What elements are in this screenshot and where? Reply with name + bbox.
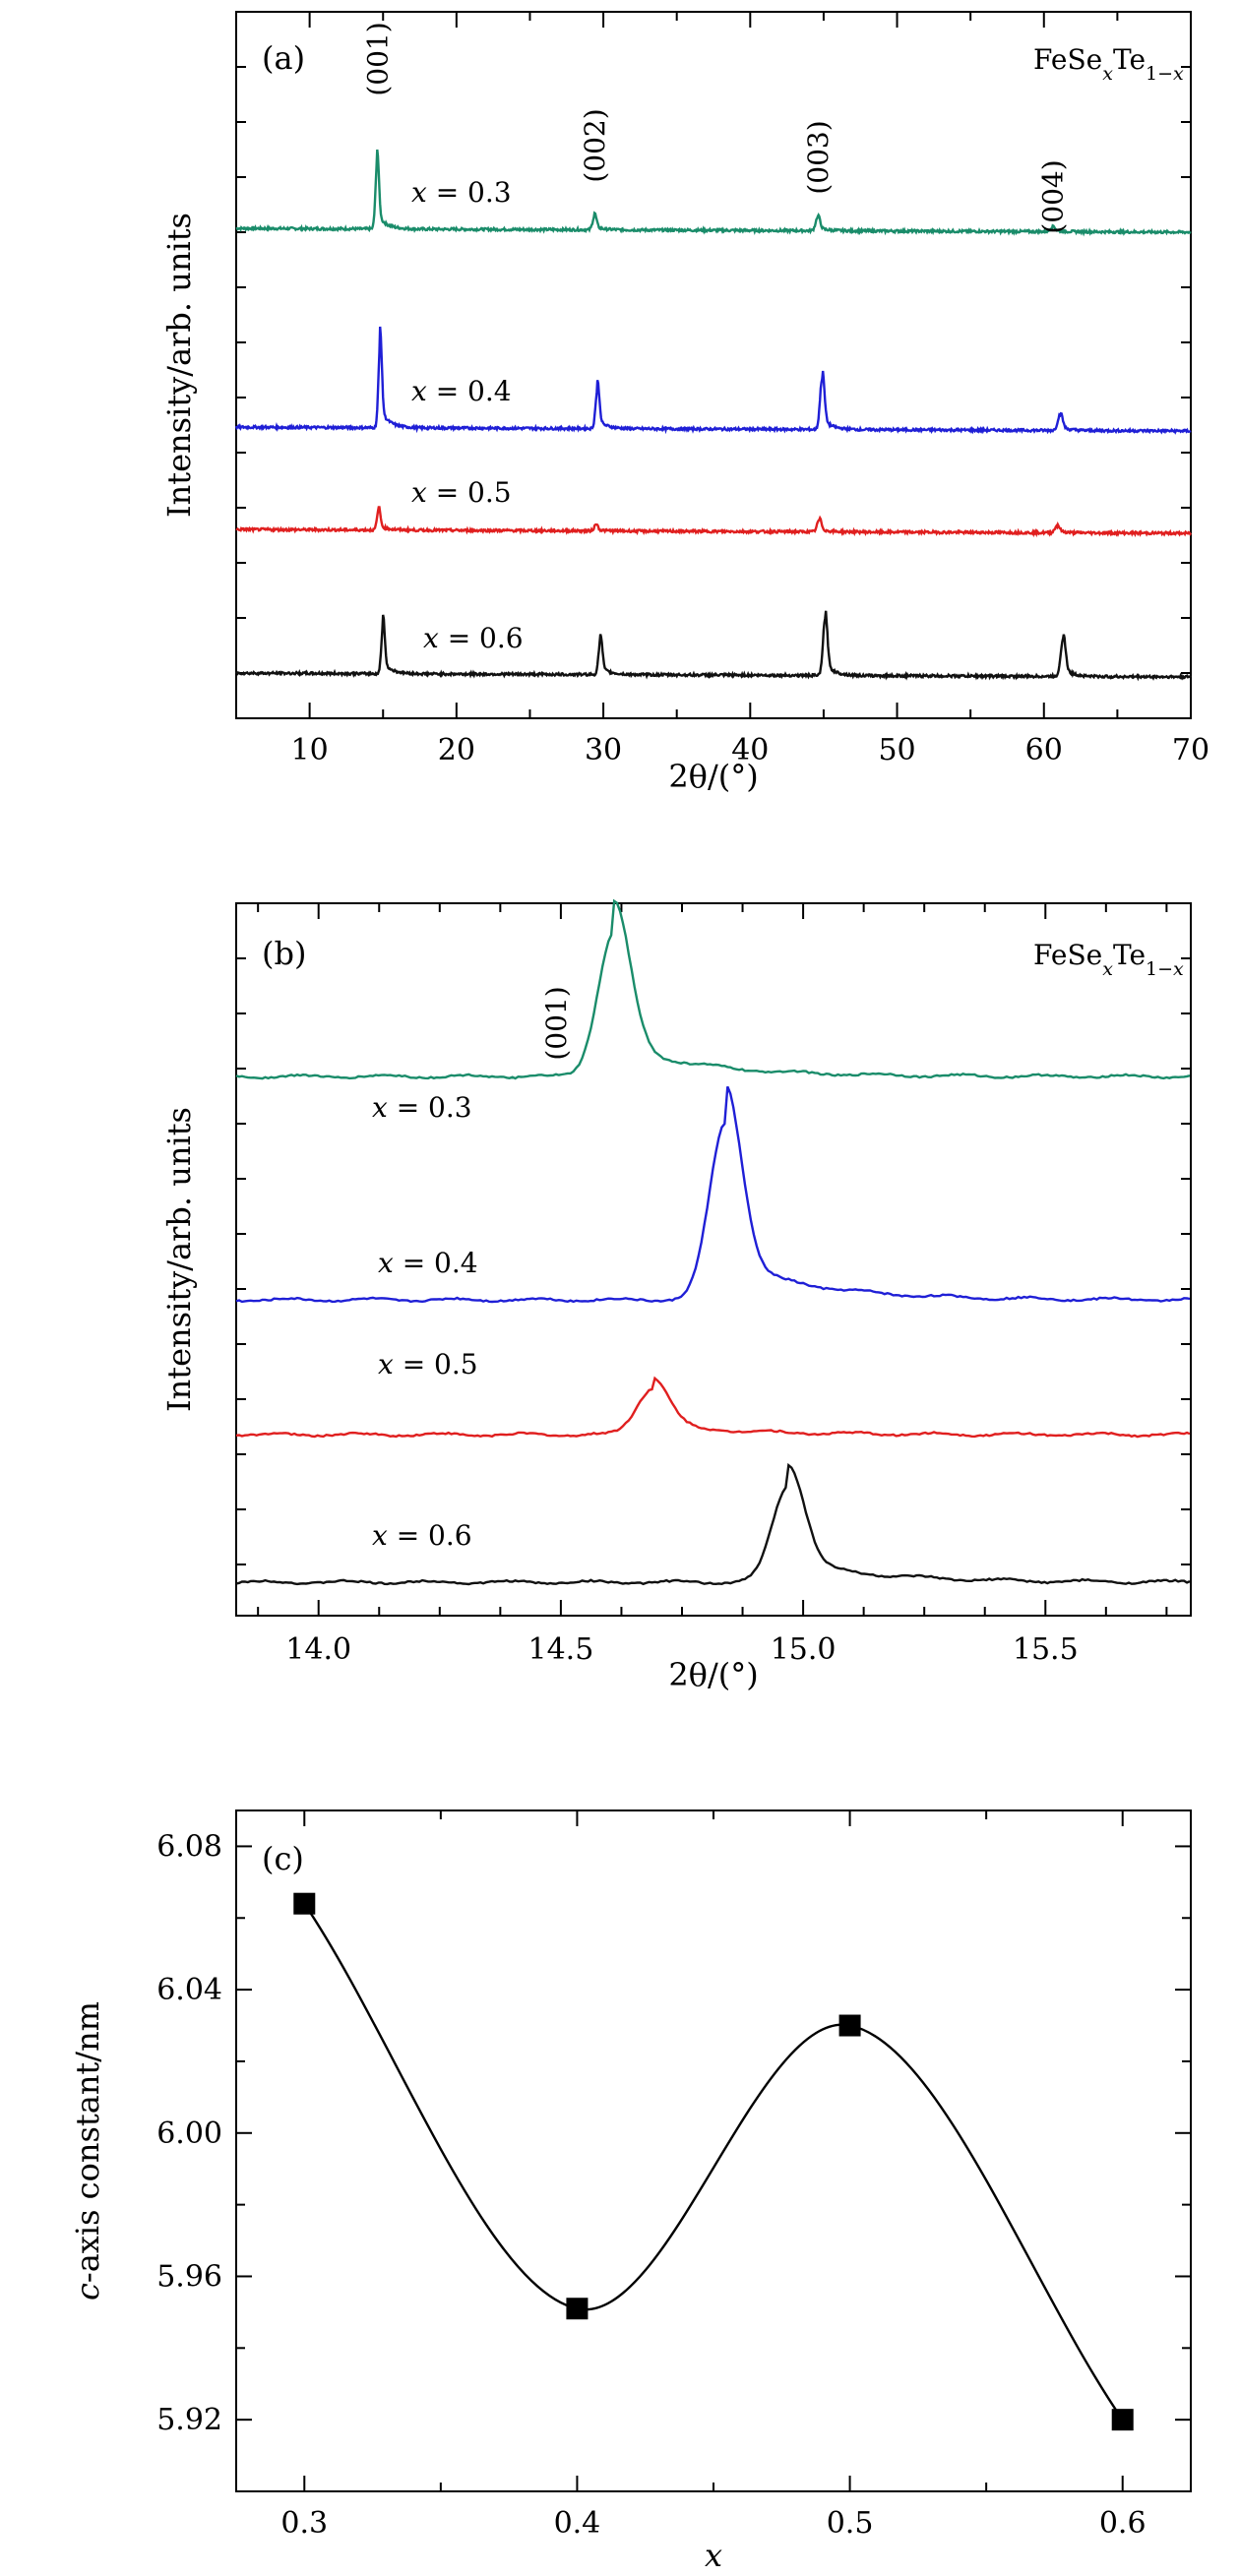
panel-b-series (235, 898, 1191, 1586)
panel-b: 14.0 14.5 15.0 15.5 (001) x = 0.3x = 0.4x =… (160, 898, 1192, 1693)
peak-label: (003) (802, 120, 835, 194)
data-point (293, 1892, 316, 1915)
x-tick-label: 0.4 (554, 2506, 601, 2541)
series-line-x03 (235, 898, 1191, 1080)
x-tick-label: 0.6 (1099, 2506, 1147, 2541)
y-tick-label: 6.04 (156, 1973, 222, 2007)
series-line-x04 (234, 326, 1192, 435)
panel-a-ticks (235, 12, 1192, 718)
panel-b-series-labels: x = 0.3 x = 0.4 x = 0.5 x = 0.6 (372, 1091, 478, 1552)
y-tick-label: 5.92 (156, 2403, 222, 2437)
peak-label: (004) (1037, 159, 1070, 233)
series-label: x = 0.5 (378, 1348, 478, 1380)
series-label: x = 0.4 (411, 375, 512, 407)
panel-b-xlabel: 2θ/(°) (668, 1656, 758, 1693)
panel-a-peak-labels: (001) (002) (003) (004) (361, 22, 1069, 233)
x-tick-label: 0.3 (280, 2506, 328, 2541)
panel-c-label: (c) (262, 1840, 304, 1877)
panel-b-peak-labels: (001) (540, 986, 573, 1060)
panel-a-series-labels: x = 0.3 x = 0.4 x = 0.5 x = 0.6 (411, 176, 524, 654)
x-tick-label: 60 (1025, 733, 1063, 767)
data-point (1111, 2409, 1134, 2431)
panel-a-xlabel: 2θ/(°) (668, 758, 758, 795)
x-tick-label: 14.5 (528, 1632, 594, 1667)
data-point (566, 2298, 589, 2320)
x-tick-label: 15.0 (771, 1632, 837, 1667)
panel-a-ylabel: Intensity/arb. units (160, 213, 198, 518)
panel-a-series (234, 149, 1193, 682)
series-label: x = 0.3 (372, 1091, 472, 1124)
peak-label: (001) (361, 22, 394, 95)
panel-a-label: (a) (262, 39, 305, 77)
panel-a-tick-labels: 10 20 30 40 50 60 70 (291, 733, 1210, 767)
y-tick-label: 5.96 (156, 2259, 222, 2294)
panel-c-xlabel: x (705, 2537, 722, 2574)
panel-a: 10 20 30 40 50 60 70 (001) (002) (003) (004) x = … (160, 11, 1210, 795)
panel-c-series (293, 1892, 1134, 2431)
series-label: x = 0.5 (411, 476, 512, 509)
x-tick-label: 50 (878, 733, 915, 767)
series-label: x = 0.4 (378, 1247, 478, 1279)
x-tick-label: 40 (731, 733, 769, 767)
panel-a-frame (235, 11, 1192, 719)
x-tick-label: 14.0 (285, 1632, 351, 1667)
series-line-x05 (235, 506, 1192, 538)
panel-b-ticks (236, 903, 1191, 1616)
panel-b-label: (b) (262, 935, 306, 972)
panel-c-tick-labels: 0.3 0.4 0.5 0.6 5.92 5.96 6.00 6.04 6.08 (156, 1829, 1146, 2541)
series-line-x06 (234, 610, 1193, 682)
x-tick-label: 20 (438, 733, 475, 767)
fit-curve (303, 1903, 1124, 2421)
series-label: x = 0.6 (423, 622, 524, 654)
panel-b-tick-labels: 14.0 14.5 15.0 15.5 (285, 1632, 1078, 1667)
peak-label: (001) (540, 986, 573, 1060)
panel-c: 0.3 0.4 0.5 0.6 5.92 5.96 6.00 6.04 6.08 (c) x c… (69, 1809, 1192, 2574)
x-tick-label: 0.5 (827, 2506, 874, 2541)
y-tick-label: 6.00 (156, 2116, 222, 2151)
panel-c-ylabel: c-axis constant/nm (69, 2001, 106, 2300)
series-line-x05 (235, 1376, 1191, 1439)
x-tick-label: 15.5 (1013, 1632, 1079, 1667)
panel-c-frame (235, 1809, 1192, 2492)
panel-a-annotation: FeSexTe1−x (1033, 43, 1184, 85)
panel-b-ylabel: Intensity/arb. units (160, 1107, 198, 1412)
series-line-x04 (235, 1085, 1191, 1304)
panel-c-ticks (236, 1810, 1191, 2492)
panel-b-annotation: FeSexTe1−x (1033, 939, 1184, 980)
x-tick-label: 70 (1172, 733, 1209, 767)
panel-b-frame (235, 902, 1192, 1617)
y-tick-label: 6.08 (156, 1829, 222, 1864)
data-point (838, 2014, 861, 2037)
x-tick-label: 10 (291, 733, 329, 767)
peak-label: (002) (579, 108, 611, 182)
series-label: x = 0.6 (372, 1519, 472, 1552)
x-tick-label: 30 (585, 733, 622, 767)
series-label: x = 0.3 (411, 176, 512, 209)
series-line-x03 (235, 149, 1192, 237)
series-line-x06 (235, 1462, 1191, 1586)
